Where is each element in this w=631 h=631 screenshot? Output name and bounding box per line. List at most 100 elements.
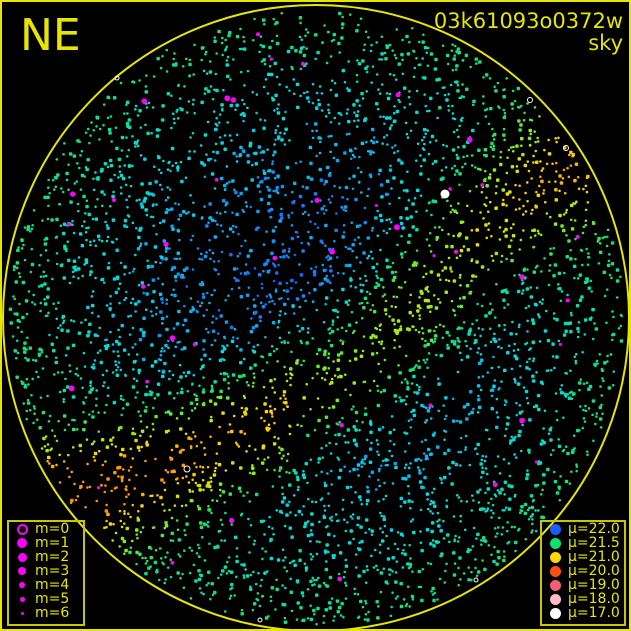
sky-point <box>246 254 250 258</box>
sky-point <box>79 449 82 453</box>
sky-point <box>543 257 546 260</box>
sky-point <box>169 575 173 579</box>
sky-point <box>211 251 215 255</box>
sky-point <box>301 473 306 477</box>
sky-point <box>383 358 387 362</box>
sky-point <box>183 549 186 552</box>
sky-point <box>502 108 506 112</box>
sky-point <box>421 327 424 330</box>
sky-point <box>193 112 196 115</box>
sky-point <box>482 536 486 540</box>
sky-point <box>358 155 361 159</box>
sky-point <box>25 409 28 413</box>
sky-point <box>311 555 315 558</box>
sky-point <box>232 336 235 339</box>
sky-point <box>356 59 359 62</box>
sky-point <box>235 103 239 107</box>
sky-point <box>234 108 237 111</box>
sky-point <box>392 428 396 431</box>
sky-point <box>415 159 418 162</box>
sky-point <box>390 454 394 458</box>
sky-point <box>525 473 530 477</box>
color-swatch-icon <box>542 537 568 549</box>
sky-point <box>101 373 105 377</box>
sky-point <box>48 414 52 418</box>
sky-point <box>228 597 232 600</box>
sky-point <box>347 541 352 545</box>
sky-point <box>106 512 110 517</box>
sky-point <box>426 109 429 113</box>
sky-point <box>213 88 216 91</box>
sky-point <box>301 212 305 216</box>
sky-point <box>452 573 457 577</box>
sky-point <box>568 391 572 395</box>
sky-point <box>479 388 483 392</box>
sky-point <box>343 434 346 438</box>
sky-point <box>170 293 173 296</box>
sky-point <box>390 270 395 275</box>
sky-point <box>429 52 434 56</box>
sky-point <box>329 269 333 273</box>
sky-point <box>470 410 474 415</box>
sky-point <box>268 310 272 314</box>
sky-point <box>498 226 502 229</box>
sky-point <box>73 418 76 422</box>
sky-point <box>299 606 303 610</box>
sky-point <box>38 426 42 430</box>
sky-point <box>283 143 287 146</box>
sky-point <box>240 375 243 378</box>
sky-point <box>274 131 277 135</box>
sky-point <box>185 285 188 288</box>
sky-point <box>189 238 193 242</box>
sky-point <box>505 77 508 80</box>
sky-point <box>534 266 538 269</box>
sky-point <box>215 150 220 155</box>
sky-point <box>127 215 131 218</box>
sky-point <box>320 109 324 112</box>
sky-point <box>235 212 239 217</box>
sky-point <box>568 482 571 485</box>
sky-point <box>365 498 370 503</box>
sky-point <box>127 493 130 496</box>
sky-point <box>161 104 165 108</box>
sky-point <box>523 502 528 507</box>
sky-point <box>554 188 558 192</box>
sky-point <box>210 343 213 347</box>
sky-point <box>329 201 332 204</box>
sky-point <box>404 121 408 125</box>
sky-point <box>101 204 104 208</box>
sky-point <box>329 150 332 154</box>
sky-point <box>205 327 208 331</box>
sky-point <box>327 492 330 495</box>
sky-point <box>73 482 76 486</box>
sky-point <box>111 539 114 542</box>
sky-point <box>111 194 115 199</box>
sky-point <box>109 438 113 442</box>
sky-point <box>135 227 138 230</box>
sky-point <box>89 240 92 244</box>
sky-point <box>246 491 249 494</box>
sky-point <box>79 154 82 157</box>
sky-point <box>268 352 272 357</box>
sky-point <box>494 316 497 319</box>
sky-point <box>512 223 515 226</box>
sky-point <box>155 306 158 309</box>
sky-point <box>350 408 353 411</box>
sky-point <box>558 189 561 193</box>
sky-point <box>230 339 235 344</box>
sky-point <box>487 210 490 213</box>
sky-point <box>456 156 460 160</box>
sky-point <box>508 497 512 501</box>
sky-point <box>235 155 239 158</box>
sky-point <box>341 508 345 511</box>
sky-point <box>464 53 469 58</box>
sky-point <box>149 494 152 498</box>
sky-point <box>59 324 62 327</box>
sky-point <box>203 205 206 208</box>
sky-point <box>27 383 30 386</box>
sky-point <box>528 418 532 422</box>
sky-point <box>311 576 314 580</box>
sky-point <box>459 248 464 253</box>
sky-point <box>411 570 414 573</box>
sky-point <box>262 519 266 523</box>
